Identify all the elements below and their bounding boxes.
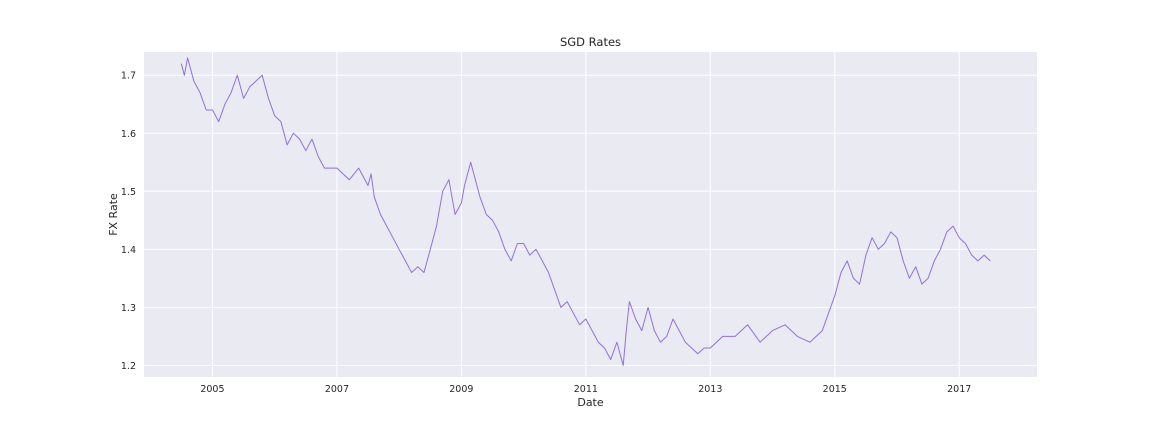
y-tick-label: 1.4 — [121, 245, 136, 256]
x-tick-label: 2009 — [449, 384, 473, 395]
plot-area — [144, 52, 1037, 377]
y-tick-label: 1.5 — [121, 187, 136, 198]
y-axis-label: FX Rate — [107, 193, 120, 236]
x-tick-label: 2013 — [698, 384, 722, 395]
y-tick-label: 1.7 — [121, 71, 136, 82]
tick-labels: 2005 2007 2009 2011 2013 2015 2017 1.2 1.3 1.4 1.5… — [121, 71, 971, 395]
x-tick-label: 2005 — [200, 384, 224, 395]
y-tick-label: 1.3 — [121, 303, 136, 314]
x-tick-label: 2011 — [574, 384, 598, 395]
x-tick-label: 2007 — [325, 384, 349, 395]
y-tick-label: 1.2 — [121, 361, 136, 372]
x-tick-label: 2015 — [823, 384, 847, 395]
y-tick-label: 1.6 — [121, 129, 136, 140]
gridlines — [144, 52, 1037, 377]
x-axis-label: Date — [577, 396, 604, 409]
series-line — [180, 57, 991, 366]
chart-title: SGD Rates — [560, 35, 621, 49]
x-tick-label: 2017 — [947, 384, 971, 395]
